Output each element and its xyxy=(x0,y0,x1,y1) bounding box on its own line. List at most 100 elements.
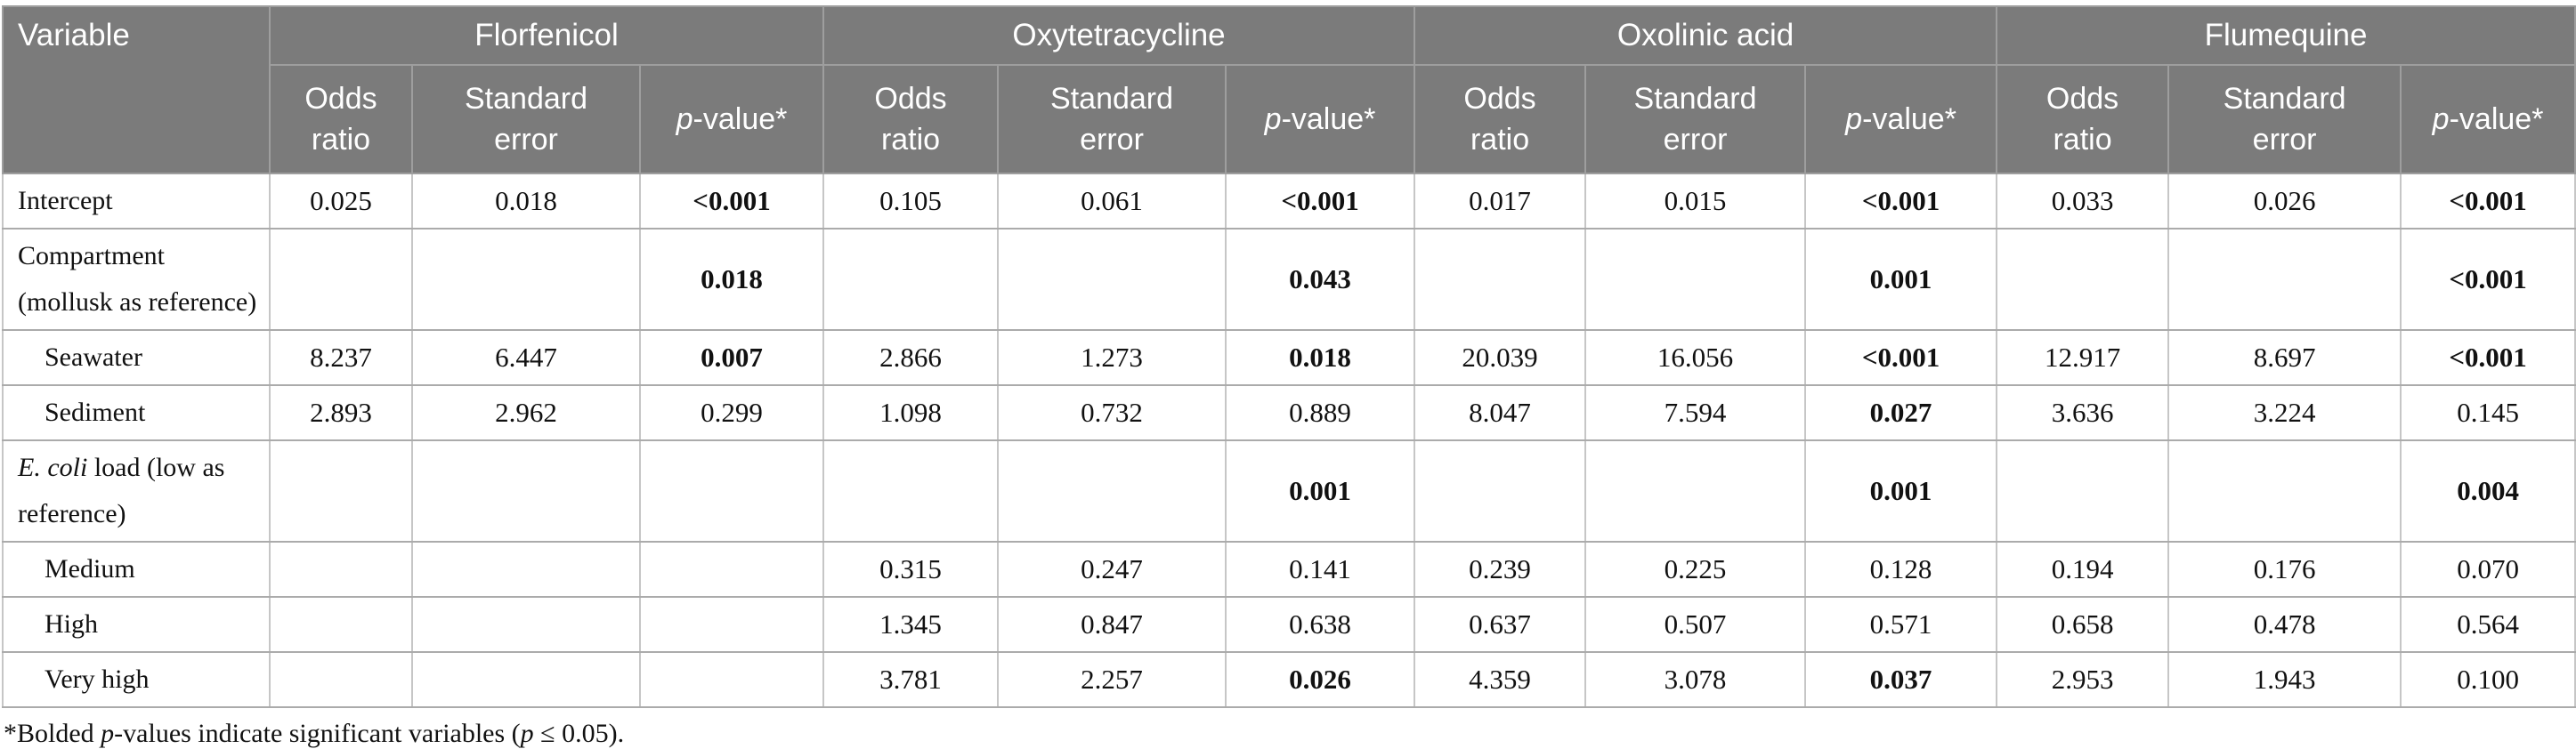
data-cell: 0.004 xyxy=(2400,439,2576,543)
row-label: High xyxy=(2,596,271,653)
data-cell: 0.105 xyxy=(822,173,1000,230)
data-cell xyxy=(2167,439,2402,543)
data-cell: 2.953 xyxy=(1996,651,2170,708)
sub-header-standard-error: Standard error xyxy=(2167,64,2402,174)
table-row-ecoli-load: E. coli load (low as reference) 0.001 0.001… xyxy=(2,439,2576,543)
sub-header-row: Odds ratio Standard error p-value* Odds ratio S… xyxy=(3,64,2576,174)
data-cell: <0.001 xyxy=(2400,228,2576,331)
data-cell xyxy=(269,439,413,543)
data-cell: 2.893 xyxy=(269,384,413,441)
regression-results-table: Variable Florfenicol Oxytetracycline Oxoli… xyxy=(2,5,2576,708)
sub-header-p-value: p-value* xyxy=(1804,64,1998,174)
row-label: Compartment (mollusk as reference) xyxy=(2,228,271,331)
table-body: Intercept 0.025 0.018 <0.001 0.105 0.061 <0.00… xyxy=(2,173,2576,708)
data-cell: 0.732 xyxy=(997,384,1227,441)
data-cell: 0.658 xyxy=(1996,596,2170,653)
data-cell: 1.943 xyxy=(2167,651,2402,708)
data-cell: 3.224 xyxy=(2167,384,2402,441)
data-cell: 0.026 xyxy=(2167,173,2402,230)
group-header-flumequine: Flumequine xyxy=(1996,5,2576,66)
data-cell: 0.315 xyxy=(822,541,1000,598)
data-cell: 0.100 xyxy=(2400,651,2576,708)
table-row-seawater: Seawater 8.237 6.447 0.007 2.866 1.273 0.018 20… xyxy=(2,329,2576,386)
data-cell: <0.001 xyxy=(1225,173,1416,230)
sub-header-odds-ratio: Odds ratio xyxy=(1414,64,1587,174)
sub-header-p-value: p-value* xyxy=(2400,64,2576,174)
data-cell xyxy=(411,651,641,708)
data-cell xyxy=(1996,439,2170,543)
row-label: Medium xyxy=(2,541,271,598)
data-cell: 0.478 xyxy=(2167,596,2402,653)
data-cell: <0.001 xyxy=(2400,329,2576,386)
data-cell xyxy=(638,651,825,708)
data-cell: 8.697 xyxy=(2167,329,2402,386)
data-cell: <0.001 xyxy=(1804,173,1998,230)
data-cell: 0.015 xyxy=(1584,173,1807,230)
data-cell xyxy=(638,439,825,543)
data-cell: 0.571 xyxy=(1804,596,1998,653)
row-label: Seawater xyxy=(2,329,271,386)
data-cell xyxy=(1414,439,1587,543)
data-cell: 0.564 xyxy=(2400,596,2576,653)
data-cell: 2.962 xyxy=(411,384,641,441)
data-cell xyxy=(411,541,641,598)
data-cell: 8.237 xyxy=(269,329,413,386)
group-header-oxytetracycline: Oxytetracycline xyxy=(822,5,1416,66)
data-cell: 0.141 xyxy=(1225,541,1416,598)
data-cell xyxy=(997,228,1227,331)
data-cell: 0.507 xyxy=(1584,596,1807,653)
row-label: E. coli load (low as reference) xyxy=(2,439,271,543)
data-cell: 8.047 xyxy=(1414,384,1587,441)
data-cell: 2.257 xyxy=(997,651,1227,708)
row-label: Sediment xyxy=(2,384,271,441)
data-cell: 0.637 xyxy=(1414,596,1587,653)
table-row-intercept: Intercept 0.025 0.018 <0.001 0.105 0.061 <0.00… xyxy=(2,173,2576,230)
table-head: Variable Florfenicol Oxytetracycline Oxoli… xyxy=(2,5,2576,174)
data-cell: 0.176 xyxy=(2167,541,2402,598)
data-cell: 0.043 xyxy=(1225,228,1416,331)
data-cell: 0.247 xyxy=(997,541,1227,598)
data-cell: 12.917 xyxy=(1996,329,2170,386)
data-cell: 0.638 xyxy=(1225,596,1416,653)
data-cell xyxy=(638,596,825,653)
data-cell: 0.001 xyxy=(1804,228,1998,331)
data-cell xyxy=(1414,228,1587,331)
sub-header-odds-ratio: Odds ratio xyxy=(269,64,413,174)
data-cell: <0.001 xyxy=(638,173,825,230)
data-cell xyxy=(822,439,1000,543)
data-cell: 0.033 xyxy=(1996,173,2170,230)
data-cell: 0.007 xyxy=(638,329,825,386)
data-cell: 0.001 xyxy=(1225,439,1416,543)
data-cell: 0.061 xyxy=(997,173,1227,230)
data-cell: 0.239 xyxy=(1414,541,1587,598)
data-cell: 3.781 xyxy=(822,651,1000,708)
row-label: Intercept xyxy=(2,173,271,230)
data-cell: 3.636 xyxy=(1996,384,2170,441)
data-cell: 0.018 xyxy=(1225,329,1416,386)
paper-table-figure: Variable Florfenicol Oxytetracycline Oxoli… xyxy=(0,5,2576,748)
variable-column-header: Variable xyxy=(2,5,271,174)
table-row-compartment: Compartment (mollusk as reference) 0.018 0.… xyxy=(2,228,2576,331)
data-cell: 16.056 xyxy=(1584,329,1807,386)
table-row-high: High 1.345 0.847 0.638 0.637 0.507 0.571 0.658 0… xyxy=(2,596,2576,653)
data-cell: 6.447 xyxy=(411,329,641,386)
sub-header-odds-ratio: Odds ratio xyxy=(822,64,1000,174)
data-cell: 0.225 xyxy=(1584,541,1807,598)
table-row-medium: Medium 0.315 0.247 0.141 0.239 0.225 0.128 0.19… xyxy=(2,541,2576,598)
sub-header-p-value: p-value* xyxy=(638,64,825,174)
data-cell: 0.026 xyxy=(1225,651,1416,708)
sub-header-standard-error: Standard error xyxy=(411,64,641,174)
group-header-row: Variable Florfenicol Oxytetracycline Oxoli… xyxy=(2,5,2576,174)
sub-header-standard-error: Standard error xyxy=(1584,64,1807,174)
data-cell: 0.017 xyxy=(1414,173,1587,230)
row-label: Very high xyxy=(2,651,271,708)
data-cell: 0.145 xyxy=(2400,384,2576,441)
data-cell: 0.889 xyxy=(1225,384,1416,441)
data-cell: <0.001 xyxy=(1804,329,1998,386)
data-cell: 0.194 xyxy=(1996,541,2170,598)
data-cell: 0.001 xyxy=(1804,439,1998,543)
data-cell: 0.037 xyxy=(1804,651,1998,708)
data-cell: 1.098 xyxy=(822,384,1000,441)
data-cell: 4.359 xyxy=(1414,651,1587,708)
data-cell: <0.001 xyxy=(2400,173,2576,230)
